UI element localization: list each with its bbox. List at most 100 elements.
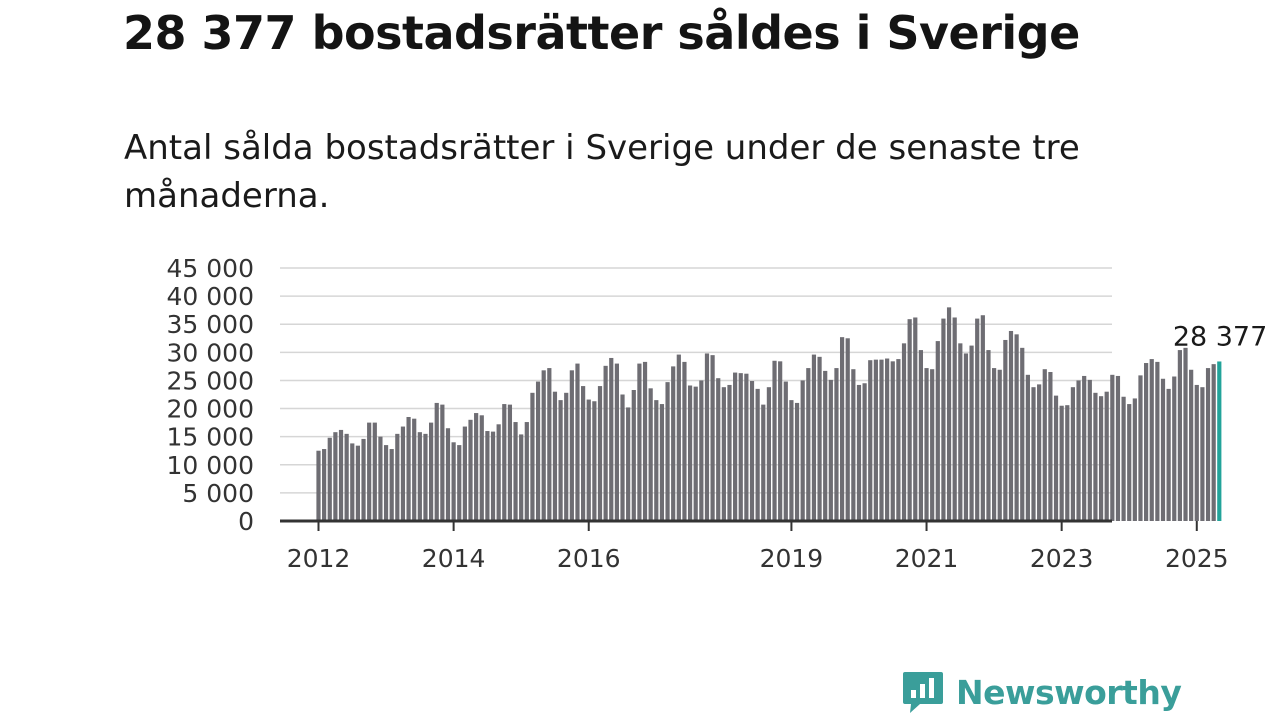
bar xyxy=(367,422,372,521)
bar xyxy=(778,361,783,521)
highlight-value-label: 28 377 xyxy=(1173,321,1267,352)
bar xyxy=(907,319,912,521)
bar xyxy=(659,404,665,521)
bar xyxy=(721,387,726,521)
bar xyxy=(1014,334,1019,521)
bar xyxy=(434,402,439,521)
brand-logo[interactable]: Newsworthy xyxy=(902,670,1182,714)
bar xyxy=(862,383,867,521)
y-tick-label: 45 000 xyxy=(167,254,254,283)
bar xyxy=(575,363,580,521)
bar xyxy=(389,449,394,521)
bar xyxy=(581,386,586,521)
bar xyxy=(451,442,456,521)
bar xyxy=(1138,375,1143,521)
bar xyxy=(614,363,619,521)
x-tick-label: 2012 xyxy=(287,544,351,573)
bar xyxy=(1093,392,1098,521)
bar xyxy=(361,438,366,521)
bar xyxy=(952,317,957,521)
bar xyxy=(879,359,884,521)
bar xyxy=(1183,347,1188,521)
bar-chart-speech-bubble-icon xyxy=(903,672,943,713)
value-labels: 28 377 xyxy=(1173,321,1267,352)
y-tick-label: 40 000 xyxy=(167,282,254,311)
bar xyxy=(1110,374,1115,521)
bar xyxy=(502,404,507,521)
bar xyxy=(665,382,670,521)
bar xyxy=(1070,387,1076,521)
bar xyxy=(1008,330,1014,521)
bar xyxy=(1172,376,1177,521)
bar xyxy=(440,404,445,521)
bar xyxy=(992,368,997,521)
bar xyxy=(930,369,935,521)
bar xyxy=(609,357,614,521)
bar xyxy=(901,343,907,521)
y-tick-label: 30 000 xyxy=(167,338,254,367)
bar xyxy=(716,378,721,521)
bar xyxy=(654,400,659,521)
bar xyxy=(524,422,529,521)
bars xyxy=(316,307,1222,521)
bar xyxy=(963,353,969,521)
bar xyxy=(496,424,501,521)
bar xyxy=(941,318,946,521)
bar xyxy=(958,343,963,521)
bar xyxy=(1104,391,1109,521)
bar xyxy=(1003,339,1008,521)
bar xyxy=(856,384,862,521)
bar xyxy=(1211,364,1216,521)
y-tick-label: 0 xyxy=(238,507,254,536)
bar xyxy=(823,370,828,521)
bar xyxy=(400,426,406,521)
bar xyxy=(1059,405,1064,521)
bar xyxy=(507,404,513,521)
bar xyxy=(1155,361,1160,521)
bar xyxy=(749,381,755,521)
bar xyxy=(547,368,552,521)
bar xyxy=(1076,380,1081,521)
bar xyxy=(378,436,383,521)
bar xyxy=(890,361,895,521)
bar xyxy=(513,422,518,521)
bar xyxy=(637,363,642,521)
bar xyxy=(676,354,681,521)
bar xyxy=(479,415,484,521)
bar xyxy=(541,370,546,521)
bar xyxy=(704,353,710,521)
bar xyxy=(1048,372,1053,521)
bar xyxy=(1160,378,1166,521)
bar xyxy=(682,361,687,521)
chart-subtitle: Antal sålda bostadsrätter i Sverige unde… xyxy=(124,128,1080,216)
bar xyxy=(811,354,817,521)
bar xyxy=(1127,404,1132,521)
bar xyxy=(733,372,738,521)
bar xyxy=(626,407,631,521)
bar xyxy=(1037,384,1042,521)
bar xyxy=(789,400,794,521)
bar xyxy=(1200,387,1205,521)
bar xyxy=(699,380,704,521)
bar xyxy=(744,373,749,521)
bar xyxy=(794,402,800,521)
x-tick-label: 2019 xyxy=(760,544,824,573)
bar xyxy=(1025,374,1030,521)
bar xyxy=(868,360,873,521)
bar xyxy=(1166,388,1171,521)
bar xyxy=(755,388,760,521)
bar xyxy=(1121,396,1126,521)
bar xyxy=(535,381,541,521)
bar xyxy=(1098,396,1104,521)
bar xyxy=(935,341,940,521)
bar xyxy=(412,418,417,521)
bar xyxy=(772,360,777,521)
bar xyxy=(851,369,856,521)
bar xyxy=(395,433,400,521)
bar xyxy=(671,366,676,521)
bar xyxy=(839,337,845,521)
bar xyxy=(1132,398,1137,521)
bar xyxy=(564,392,569,521)
bar xyxy=(873,359,878,521)
